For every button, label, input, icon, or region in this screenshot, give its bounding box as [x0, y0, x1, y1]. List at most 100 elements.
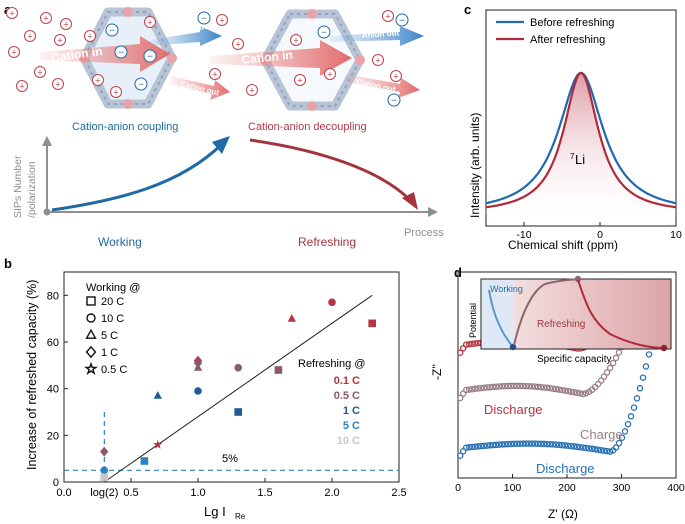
eis-xtick-label: 100: [504, 482, 522, 494]
working-curve: [51, 142, 224, 212]
cation-out-arrow-left: [170, 76, 230, 100]
eis-point: [639, 374, 647, 381]
eis-point: [543, 384, 551, 392]
svg-text:+: +: [293, 36, 298, 46]
data-point-square: [274, 366, 283, 374]
eis-point: [579, 444, 587, 451]
refreshing-legend-label: 1 C: [343, 405, 360, 417]
cation-symbol: +: [6, 7, 18, 19]
data-point-circle: [86, 313, 96, 323]
eis-point: [600, 447, 608, 454]
li-peak-label: Li: [575, 152, 585, 167]
data-point-star: [153, 439, 163, 449]
scatter-xtick-label: 1.0: [190, 487, 205, 499]
nmr-xticks: -10 0 10: [516, 222, 682, 241]
eis-point: [477, 442, 485, 450]
eis-point: [618, 434, 626, 441]
anion-symbol: −: [197, 11, 211, 25]
eis-xlabel: Z' (Ω): [548, 507, 578, 521]
data-point-triangle: [153, 391, 162, 399]
eis-point: [621, 428, 629, 435]
eis-point: [507, 440, 515, 448]
eis-point: [552, 385, 560, 393]
cation-symbol: +: [54, 34, 66, 46]
cation-symbol: +: [24, 30, 36, 42]
cation-symbol: +: [382, 10, 394, 22]
eis-point: [495, 441, 503, 448]
svg-text:+: +: [212, 70, 217, 80]
cation-out-label-left: Cation out: [180, 79, 221, 97]
cation-symbol: +: [110, 86, 122, 98]
svg-text:+: +: [113, 88, 118, 98]
data-point-square: [234, 408, 242, 416]
cation-symbol: +: [60, 18, 72, 30]
working-legend-label: 1 C: [101, 347, 118, 359]
eis-point: [555, 386, 563, 393]
eis-point: [462, 341, 470, 348]
anion-symbol: −: [134, 77, 148, 91]
eis-point: [531, 383, 539, 390]
eis-point: [504, 440, 512, 448]
scatter-xlabel-sub: Re: [235, 512, 246, 521]
working-legend-label: 5 C: [101, 330, 118, 342]
nmr-xtick-label: -10: [516, 229, 531, 241]
inset-working-label: Working: [490, 284, 523, 294]
svg-text:+: +: [27, 32, 32, 42]
svg-text:−: −: [118, 48, 124, 59]
cation-symbol: +: [144, 16, 156, 28]
eis-point: [528, 440, 536, 447]
eis-point: [489, 441, 497, 449]
eis-point: [468, 385, 476, 393]
working-arrowhead: [212, 136, 230, 154]
eis-point: [540, 440, 548, 448]
eis-point: [474, 443, 482, 450]
panel-label-c: c: [464, 2, 471, 17]
eis-point: [510, 382, 518, 390]
eis-point: [624, 420, 632, 428]
cation-in-arrow-right: [210, 40, 352, 76]
eis-point: [456, 349, 464, 356]
eis-point: [480, 384, 488, 392]
svg-text:+: +: [55, 80, 60, 90]
eis-point: [546, 440, 554, 448]
working-legend-label: 10 C: [101, 313, 124, 325]
eis-point: [480, 442, 488, 450]
eis-point: [627, 413, 635, 420]
svg-text:+: +: [385, 12, 390, 22]
eis-point: [567, 388, 575, 395]
refreshing-legend: 0.1 C 0.5 C 1 C 5 C 10 C: [334, 375, 360, 447]
data-point-circle: [100, 466, 108, 475]
eis-point: [534, 440, 542, 447]
eis-point: [588, 445, 596, 453]
eis-xtick-label: 400: [667, 482, 685, 494]
eis-point: [564, 442, 572, 449]
cation-symbol: +: [40, 12, 52, 24]
process-axes: [42, 136, 438, 217]
eis-point: [561, 387, 569, 394]
cation-symbol: +: [216, 14, 228, 26]
nmr-plot-frame: [485, 9, 677, 227]
panel-label-b: b: [4, 256, 12, 271]
cation-symbol: +: [34, 66, 46, 78]
data-point-square: [100, 473, 108, 482]
nmr-ylabel: Intensity (arb. units): [468, 113, 482, 218]
eis-point: [540, 384, 548, 391]
eis-point: [534, 383, 542, 391]
inset-potential-plot: [480, 275, 672, 352]
caption-decoupling: Cation-anion decoupling: [248, 121, 367, 133]
svg-text:−: −: [138, 80, 144, 91]
eis-point: [483, 384, 491, 391]
scatter-ytick-label: 80: [47, 290, 59, 302]
eis-point: [612, 444, 620, 451]
eis-point: [465, 340, 473, 348]
eis-point: [501, 441, 509, 448]
eis-point: [513, 382, 521, 390]
eis-point: [558, 441, 566, 449]
cation-symbol: +: [294, 74, 306, 86]
cation-in-arrow-left: [40, 36, 170, 72]
trend-line: [103, 294, 373, 483]
peak-fill: [486, 72, 676, 215]
eis-point: [543, 440, 551, 448]
eis-point: [537, 383, 545, 391]
eis-point: [564, 387, 572, 395]
